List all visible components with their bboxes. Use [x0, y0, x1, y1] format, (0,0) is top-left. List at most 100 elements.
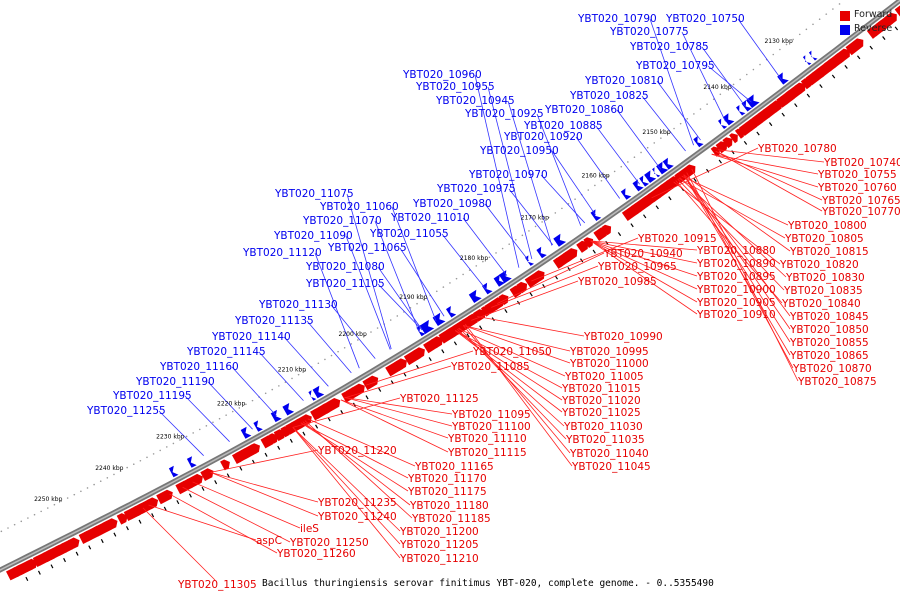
- feature-tick: [126, 526, 129, 531]
- scale-dot: [33, 513, 36, 516]
- feature-tick: [819, 84, 823, 89]
- scale-dot: [218, 417, 221, 420]
- reverse-gene-label: YBT020_11120: [242, 247, 322, 259]
- feature-tick: [768, 122, 773, 127]
- forward-leader-line: [344, 397, 453, 427]
- scale-dot: [534, 225, 537, 228]
- scale-dot: [541, 221, 543, 223]
- forward-gene-label: YBT020_10840: [781, 298, 861, 310]
- scale-dot: [7, 527, 9, 529]
- reverse-gene-label: YBT020_10860: [544, 104, 624, 116]
- scale-dot: [20, 520, 23, 523]
- forward-leader-line: [456, 328, 565, 427]
- feature-tick: [630, 223, 634, 228]
- scale-dot: [745, 73, 748, 76]
- forward-leader-line: [340, 399, 449, 453]
- feature-tick: [214, 480, 218, 485]
- reverse-leader-line: [306, 320, 352, 374]
- forward-gene-label: YBT020_11020: [561, 395, 641, 407]
- scale-dot: [600, 179, 603, 182]
- forward-gene-label: YBT020_10835: [783, 285, 863, 297]
- forward-gene: [412, 347, 425, 360]
- scale-dot: [514, 238, 517, 241]
- forward-gene: [894, 5, 900, 17]
- feature-tick: [239, 466, 243, 471]
- reverse-gene-label: YBT020_11090: [273, 230, 353, 242]
- scale-dot: [205, 425, 208, 427]
- reverse-gene: [644, 170, 657, 183]
- scale-dot: [653, 142, 656, 144]
- forward-gene-label: YBT020_11115: [447, 447, 527, 459]
- forward-leader-line: [292, 427, 401, 545]
- forward-gene: [834, 48, 850, 64]
- forward-gene-label: YBT020_10870: [792, 363, 872, 375]
- feature-tick: [441, 349, 445, 354]
- scale-dot: [488, 256, 491, 259]
- scale-dot: [93, 483, 95, 486]
- forward-gene-label: YBT020_10765: [821, 195, 900, 207]
- kbp-tick-label: 2230 kbp: [156, 433, 184, 440]
- reverse-leader-line: [374, 220, 420, 333]
- scale-dot: [587, 189, 590, 191]
- reverse-gene-label: YBT020_10790: [577, 13, 657, 25]
- scale-dot: [317, 362, 320, 365]
- reverse-gene: [620, 188, 632, 200]
- feature-tick: [340, 410, 344, 415]
- forward-gene: [535, 270, 545, 281]
- scale-dot: [732, 83, 735, 86]
- forward-gene-label: YBT020_11035: [565, 434, 645, 446]
- scale-dot: [435, 290, 438, 293]
- reverse-gene: [808, 50, 818, 61]
- reverse-gene: [432, 312, 446, 326]
- reverse-leader-line: [441, 233, 487, 290]
- feature-tick: [869, 45, 873, 50]
- forward-leader-line: [590, 240, 698, 277]
- reverse-leader-line: [575, 136, 621, 199]
- feature-tick: [894, 26, 899, 31]
- feature-tick: [176, 500, 180, 505]
- forward-leader-line: [182, 486, 291, 543]
- forward-gene-label: YBT020_11045: [571, 461, 651, 473]
- forward-gene-label: YBT020_10770: [821, 206, 900, 218]
- reverse-gene-label: YBT020_10945: [435, 95, 515, 107]
- reverse-gene-label: YBT020_11130: [258, 299, 338, 311]
- forward-leader-line: [715, 150, 823, 212]
- reverse-gene-label: YBT020_11140: [211, 331, 291, 343]
- forward-gene: [666, 176, 680, 190]
- scale-dot: [613, 170, 616, 173]
- forward-leader-line: [711, 153, 819, 175]
- reverse-gene: [656, 161, 669, 175]
- forward-gene: [351, 383, 365, 397]
- scale-dot: [66, 497, 69, 499]
- scale-dot: [146, 456, 148, 459]
- forward-leader-line: [675, 180, 783, 304]
- forward-gene: [769, 100, 782, 113]
- scale-dot: [508, 243, 510, 245]
- reverse-leader-line: [231, 366, 277, 417]
- forward-gene-label: YBT020_10760: [817, 182, 897, 194]
- reverse-leader-line: [184, 395, 230, 442]
- forward-leader-line: [340, 399, 449, 439]
- forward-gene-label: YBT020_10855: [789, 337, 869, 349]
- reverse-gene: [416, 325, 426, 337]
- forward-gene: [220, 459, 230, 471]
- forward-gene-label: YBT020_10915: [637, 233, 717, 245]
- reverse-leader-line: [283, 336, 329, 387]
- forward-gene-label: YBT020_10995: [569, 346, 649, 358]
- scale-dot: [363, 335, 366, 337]
- reverse-leader-line: [399, 247, 445, 317]
- reverse-gene: [662, 157, 674, 170]
- forward-gene: [576, 240, 589, 253]
- scale-dot: [113, 473, 115, 476]
- scale-dot: [192, 432, 194, 434]
- forward-gene-label: YBT020_11250: [289, 537, 369, 549]
- scale-dot: [376, 327, 379, 329]
- feature-tick: [706, 168, 710, 173]
- gene-features: [6, 5, 900, 582]
- forward-gene: [200, 468, 214, 481]
- kbp-tick-label: 2180 kbp: [460, 255, 488, 262]
- reverse-gene-label: YBT020_10980: [412, 198, 492, 210]
- scale-dot: [792, 38, 794, 41]
- scale-dot: [86, 487, 89, 489]
